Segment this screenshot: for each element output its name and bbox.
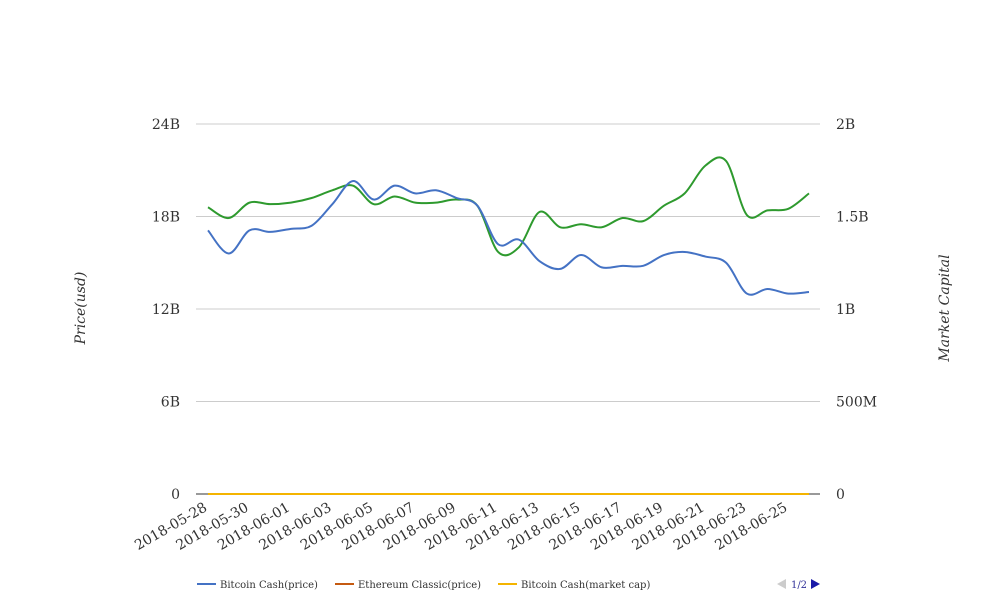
left-tick-label: 6B	[161, 395, 180, 411]
legend-item-bitcoin-cash-market-cap[interactable]: Bitcoin Cash(market cap)	[498, 580, 650, 591]
legend-label: Ethereum Classic(price)	[358, 580, 481, 591]
legend-page-indicator: 1/2	[791, 580, 807, 591]
legend-item-bitcoin-cash-price[interactable]: Bitcoin Cash(price)	[197, 580, 318, 591]
left-axis-title: Price(usd)	[73, 272, 89, 346]
series-layer	[207, 156, 810, 495]
left-axis-ticks: 0 6B 12B 18B 24B	[152, 117, 180, 503]
right-tick-label: 0	[836, 487, 845, 503]
legend-label: Bitcoin Cash(price)	[220, 580, 318, 591]
left-tick-label: 18B	[152, 210, 180, 226]
grid-lines	[196, 123, 820, 495]
left-tick-label: 24B	[152, 117, 180, 133]
x-axis-ticks: 2018-05-282018-05-302018-06-012018-06-03…	[132, 500, 790, 554]
right-axis-ticks: 0 500M 1B 1.5B 2B	[836, 117, 877, 503]
legend: Bitcoin Cash(price) Ethereum Classic(pric…	[197, 580, 650, 591]
legend-item-ethereum-classic-price[interactable]: Ethereum Classic(price)	[335, 580, 481, 591]
series-line-bitcoin-cash-price	[207, 180, 810, 296]
left-tick-label: 12B	[152, 302, 180, 318]
left-tick-label: 0	[171, 487, 180, 503]
legend-next-icon[interactable]	[811, 579, 820, 589]
right-tick-label: 1.5B	[836, 210, 869, 226]
right-tick-label: 1B	[836, 302, 855, 318]
right-tick-label: 2B	[836, 117, 855, 133]
right-axis-title: Market Capital	[937, 254, 953, 362]
series-line-series-3	[207, 156, 810, 257]
right-tick-label: 500M	[836, 395, 877, 411]
legend-pager[interactable]: 1/2	[777, 579, 820, 591]
legend-prev-icon[interactable]	[777, 579, 786, 589]
legend-label: Bitcoin Cash(market cap)	[521, 580, 650, 591]
